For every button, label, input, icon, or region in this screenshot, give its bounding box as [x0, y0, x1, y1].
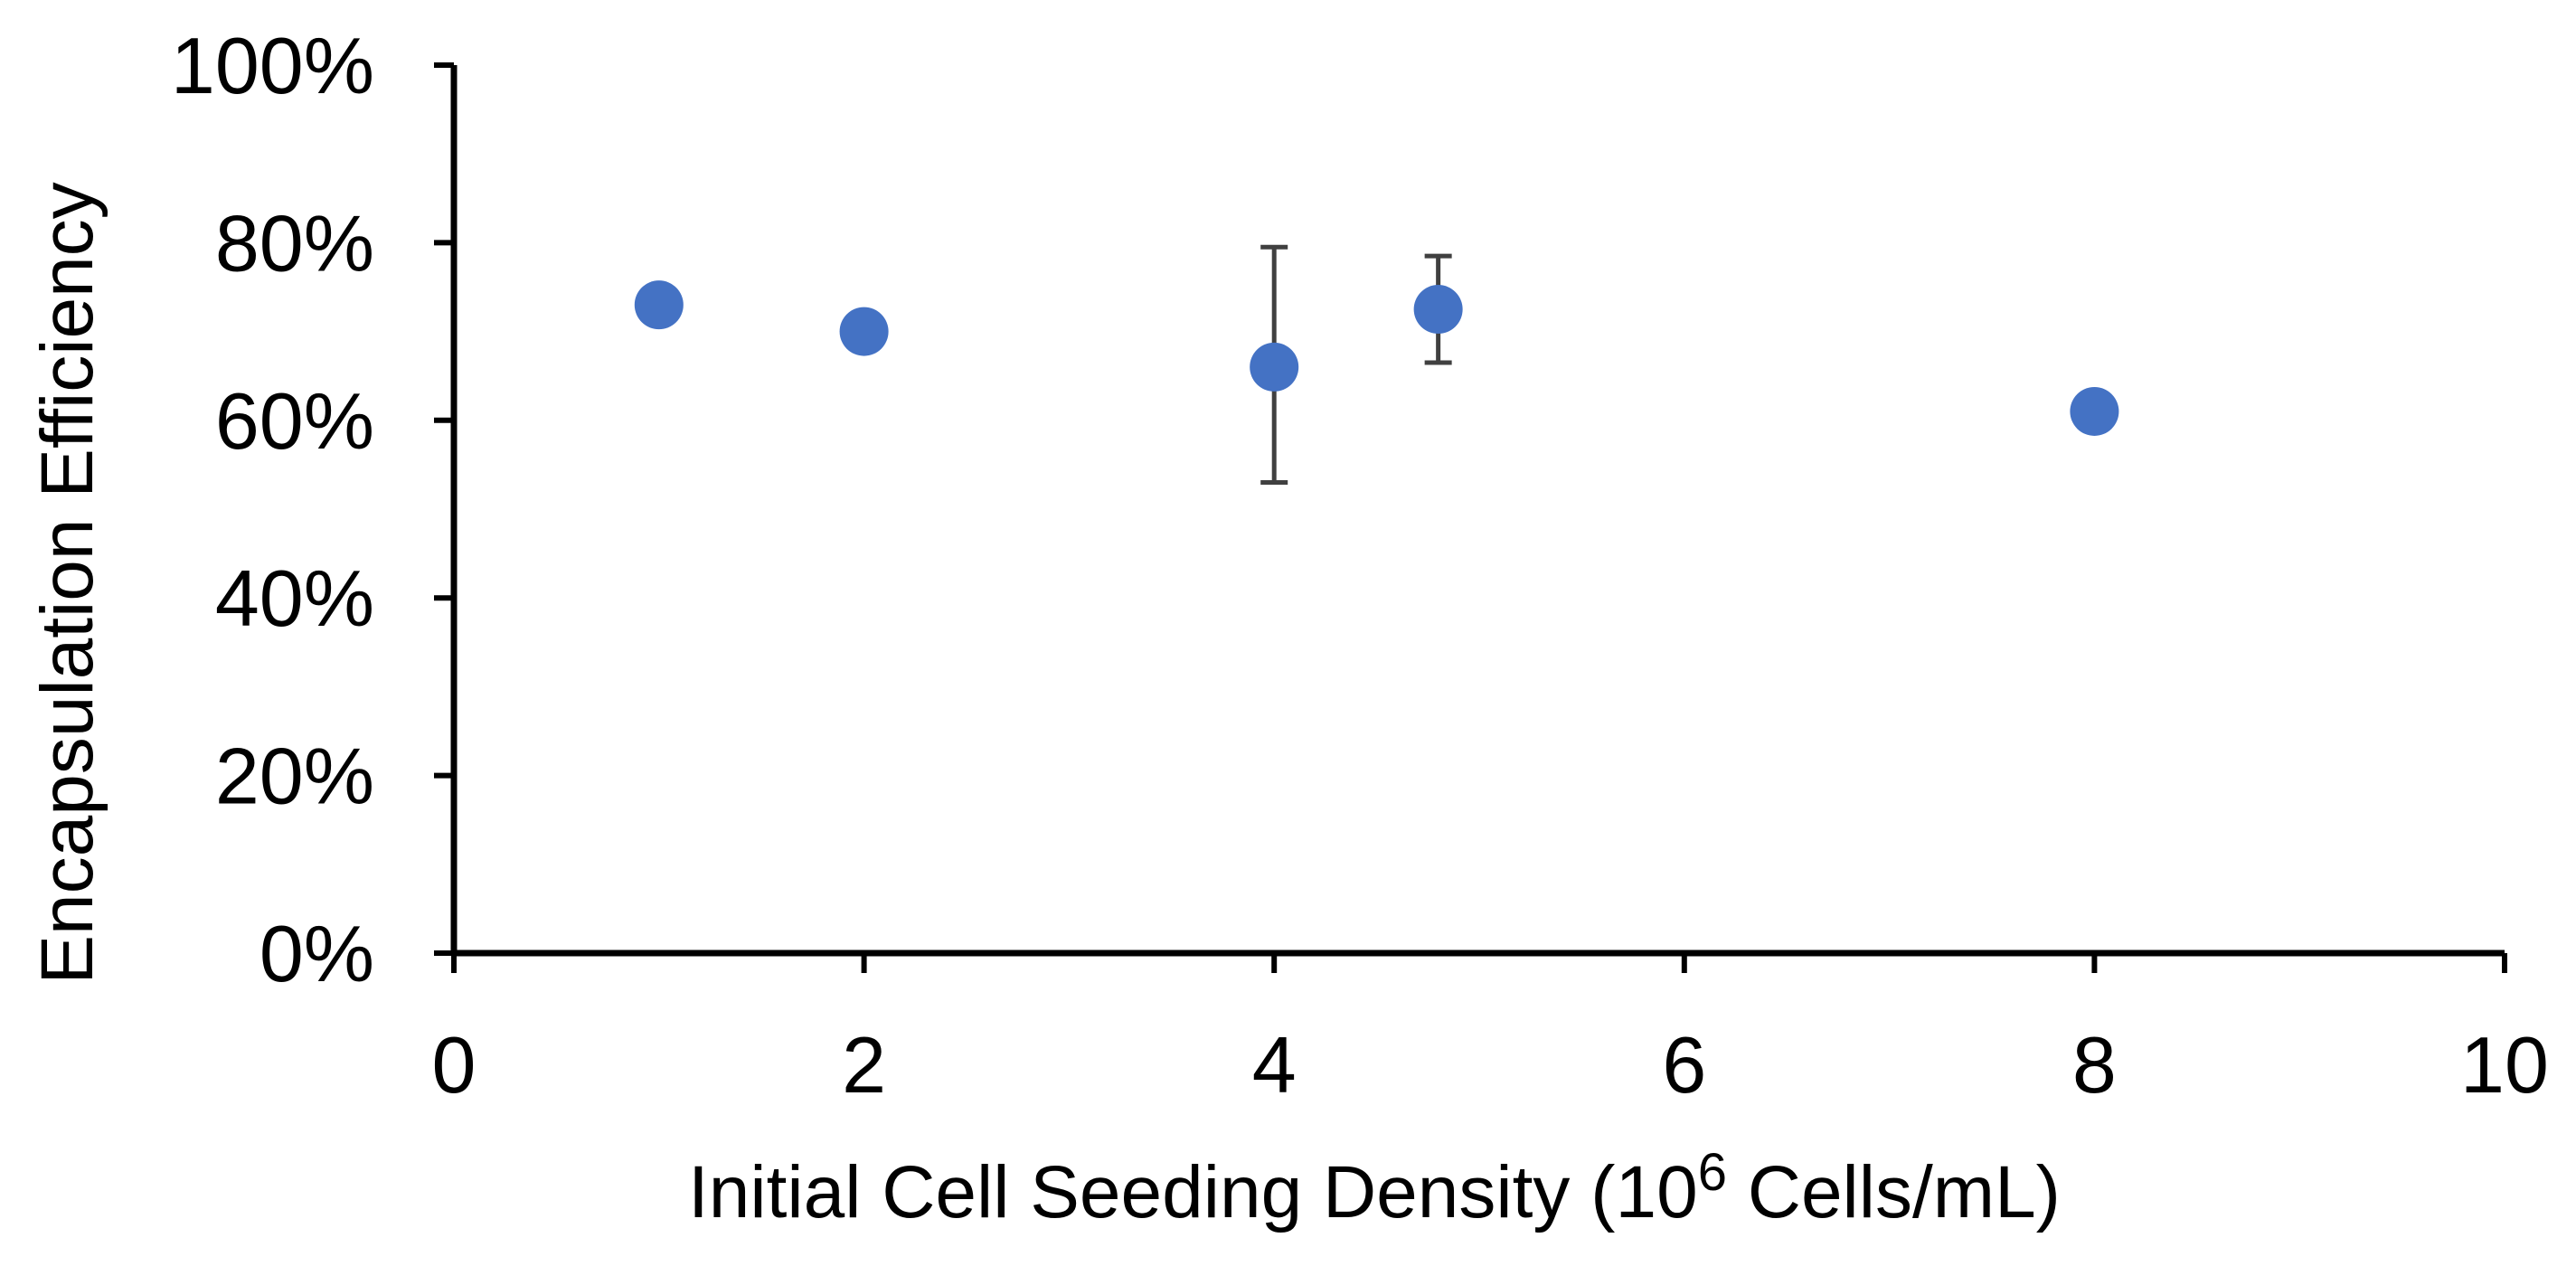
- x-tick-label: 8: [2072, 1020, 2117, 1110]
- x-tick-label: 4: [1252, 1020, 1297, 1110]
- y-tick-label: 100%: [171, 21, 374, 110]
- data-point: [634, 280, 684, 330]
- x-axis-title: Initial Cell Seeding Density (106 Cells/…: [688, 1143, 2061, 1233]
- y-tick-label: 40%: [215, 553, 374, 643]
- y-tick-label: 20%: [215, 732, 374, 821]
- x-tick-label: 0: [432, 1020, 477, 1110]
- y-tick-label: 80%: [215, 198, 374, 288]
- y-tick-labels: 0% 20% 40% 60% 80% 100%: [171, 21, 374, 998]
- y-tick-label: 0%: [259, 909, 374, 998]
- x-axis-title-superscript: 6: [1698, 1143, 1727, 1202]
- y-tick-label: 60%: [215, 376, 374, 466]
- x-tick-labels: 0 2 4 6 8 10: [432, 1020, 2549, 1110]
- x-tick-label: 2: [842, 1020, 886, 1110]
- x-tick-label: 10: [2460, 1020, 2549, 1110]
- x-tick-label: 6: [1662, 1020, 1706, 1110]
- x-axis-title-prefix: Initial Cell Seeding Density (10: [688, 1151, 1698, 1233]
- axes: [434, 62, 2507, 973]
- data-point: [839, 307, 889, 356]
- y-axis-title: Encapsulation Efficiency: [26, 182, 109, 984]
- x-axis-title-suffix: Cells/mL): [1727, 1151, 2061, 1233]
- data-point: [2070, 386, 2119, 436]
- data-point: [1413, 285, 1463, 335]
- data-point: [1250, 342, 1299, 392]
- data-points: [634, 280, 2119, 436]
